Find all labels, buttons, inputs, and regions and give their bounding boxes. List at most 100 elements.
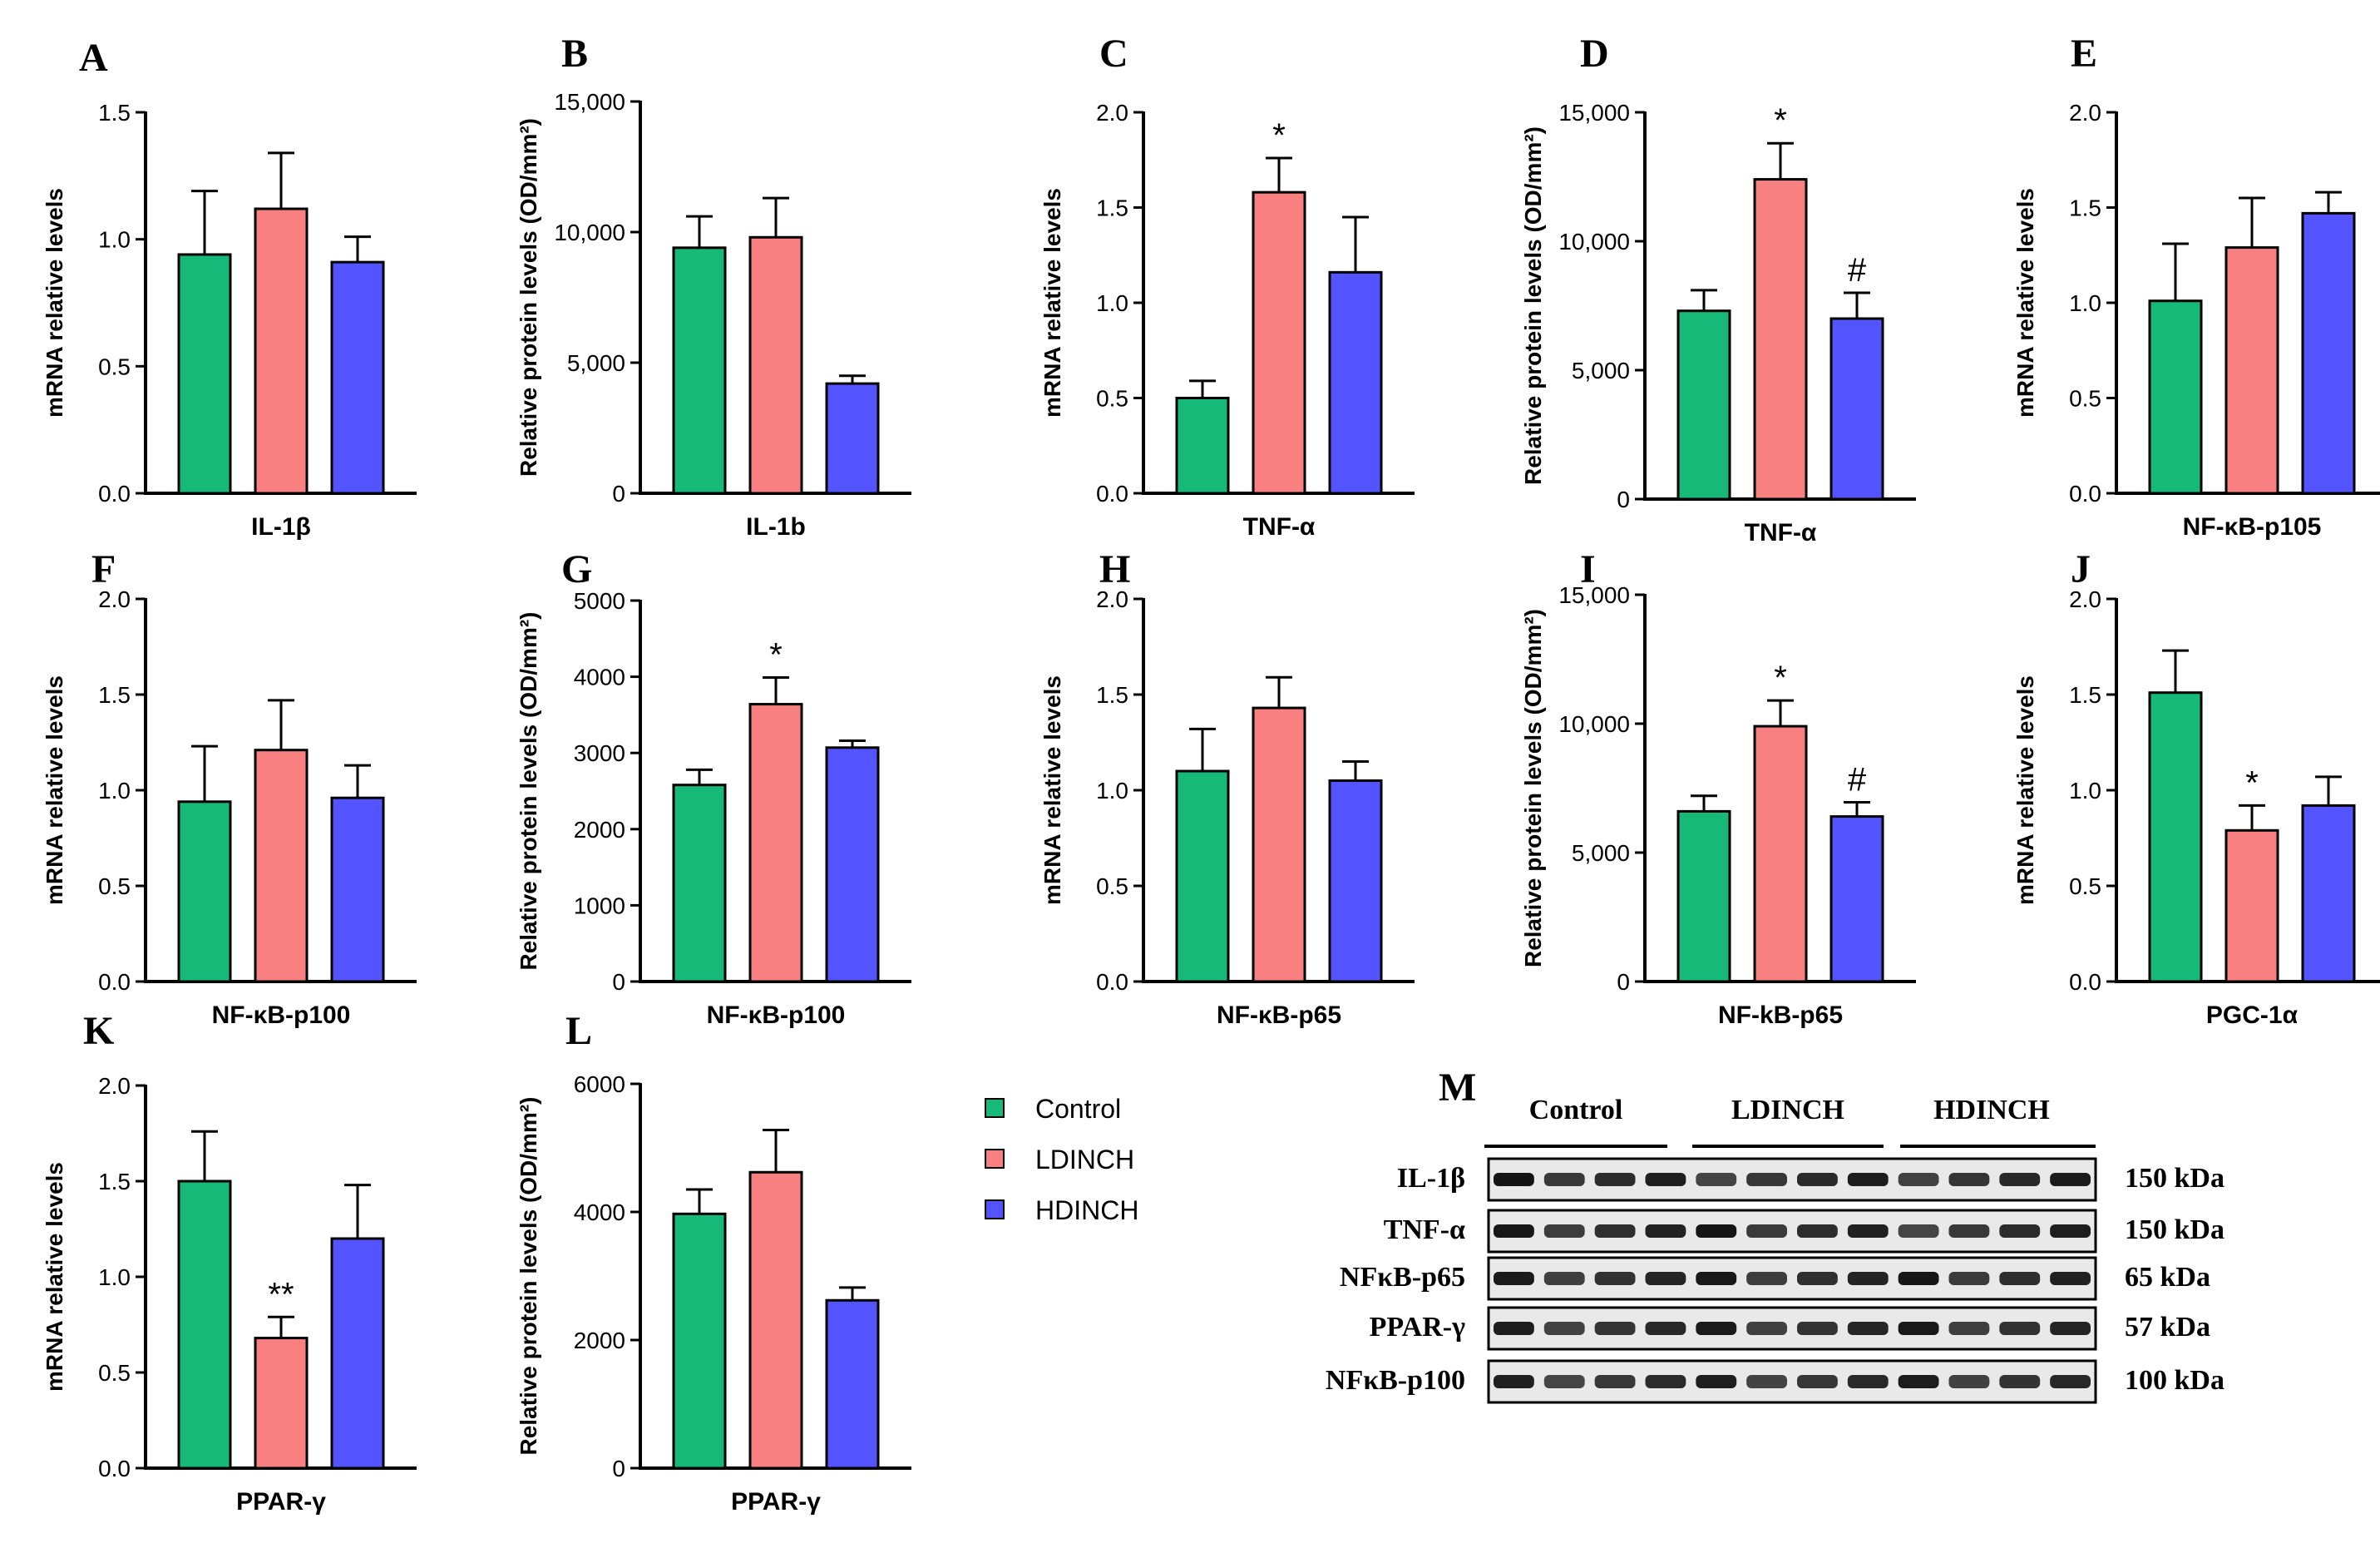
y-tick-label-c: 0.0 xyxy=(1096,481,1128,507)
bar-hdinch-j xyxy=(2301,804,2356,983)
y-tick-label-i: 5,000 xyxy=(1572,840,1630,866)
wb-band xyxy=(1594,1322,1636,1335)
y-tick-label-c: 1.0 xyxy=(1096,290,1128,316)
x-axis-label-f: NF-κB-p100 xyxy=(212,1001,351,1029)
bar-hdinch-k xyxy=(330,1237,385,1470)
bar-control-e xyxy=(2148,299,2203,495)
bar-ldinch-g xyxy=(748,703,803,983)
panel-letter-l: L xyxy=(565,1009,592,1053)
wb-band xyxy=(1746,1272,1787,1285)
panel-letter-f: F xyxy=(91,547,116,591)
y-tick-label-d: 0 xyxy=(1617,487,1630,512)
wb-band xyxy=(1797,1224,1838,1238)
y-axis-label-l: Relative protein levels (OD/mm²) xyxy=(516,1096,541,1455)
bar-control-d xyxy=(1676,309,1731,501)
wb-band xyxy=(1594,1173,1636,1186)
y-tick-label-l: 4000 xyxy=(574,1199,625,1225)
chart-panel-a: A 0.0 0.5 1.0 1.5 mRNA relative levels IL-1β xyxy=(42,36,417,541)
panel-letter-a: A xyxy=(79,36,108,80)
y-tick-label-h: 0.0 xyxy=(1096,969,1128,995)
legend-swatch-ldinch xyxy=(985,1149,1005,1169)
wb-row-label: PPAR-γ xyxy=(1370,1312,1465,1343)
legend-item-hdinch: HDINCH xyxy=(985,1195,1138,1225)
wb-row-kda: 65 kDa xyxy=(2125,1262,2210,1293)
bar-hdinch-g xyxy=(825,746,880,983)
wb-band xyxy=(1696,1173,1737,1186)
bar-control-a xyxy=(177,253,232,495)
chart-panel-c: C 0.0 0.5 1.0 1.5 2.0 mRNA relative levels TNF-… xyxy=(1039,32,1415,541)
y-tick-label-g: 2000 xyxy=(574,817,625,843)
chart-panel-d: D 0 5,000 10,000 15,000 Relative protein leve… xyxy=(1520,32,1916,546)
y-tick-label-j: 1.5 xyxy=(2069,682,2101,708)
panel-letter-e: E xyxy=(2071,32,2097,76)
bar-ldinch-l xyxy=(748,1170,803,1470)
wb-row-4: NFκB-p100 100 kDa xyxy=(1326,1359,2224,1404)
wb-band xyxy=(1543,1173,1585,1186)
wb-row-kda: 150 kDa xyxy=(2125,1214,2224,1245)
significance-ldinch-j: * xyxy=(2245,764,2259,801)
significance-ldinch-g: * xyxy=(769,637,783,674)
bar-ldinch-b xyxy=(748,235,803,495)
wb-strip xyxy=(1487,1209,2097,1254)
significance-ldinch-c: * xyxy=(1272,117,1286,154)
chart-panel-i: I 0 5,000 10,000 15,000 Relative protein leve… xyxy=(1520,547,1916,1029)
y-tick-label-a: 1.5 xyxy=(98,100,131,126)
x-axis-label-k: PPAR-γ xyxy=(236,1488,326,1516)
wb-strip xyxy=(1487,1306,2097,1351)
wb-row-kda: 57 kDa xyxy=(2125,1312,2210,1343)
y-tick-label-k: 0.0 xyxy=(98,1456,131,1481)
y-tick-label-a: 0.5 xyxy=(98,354,131,379)
y-tick-label-d: 15,000 xyxy=(1558,100,1630,126)
y-tick-label-f: 2.0 xyxy=(98,586,131,612)
y-tick-label-g: 0 xyxy=(612,969,625,995)
bar-ldinch-c xyxy=(1252,190,1306,495)
x-axis-label-l: PPAR-γ xyxy=(731,1488,821,1516)
y-tick-label-g: 1000 xyxy=(574,893,625,918)
bar-hdinch-c xyxy=(1328,270,1383,495)
x-axis-label-e: NF-κB-p105 xyxy=(2183,513,2322,541)
bar-control-c xyxy=(1175,397,1230,495)
y-tick-label-f: 1.0 xyxy=(98,778,131,804)
wb-band xyxy=(1696,1224,1737,1238)
y-tick-label-i: 0 xyxy=(1617,969,1630,995)
significance-ldinch-i: * xyxy=(1774,660,1787,696)
bar-ldinch-h xyxy=(1252,706,1306,983)
y-tick-label-f: 1.5 xyxy=(98,682,131,708)
panel-letter-c: C xyxy=(1099,32,1128,76)
y-tick-label-h: 2.0 xyxy=(1096,586,1128,612)
y-tick-label-a: 1.0 xyxy=(98,227,131,253)
y-tick-label-g: 5000 xyxy=(574,588,625,614)
y-axis-label-j: mRNA relative levels xyxy=(2012,675,2038,905)
wb-band xyxy=(1645,1375,1686,1388)
bar-control-i xyxy=(1676,809,1731,983)
wb-rows: IL-1β 150 kDa TNF-α 150 kDa NFκB-p65 65 kDa PP… xyxy=(1326,1157,2224,1404)
wb-row-label: NFκB-p65 xyxy=(1340,1262,1465,1293)
chart-panel-h: H 0.0 0.5 1.0 1.5 2.0 mRNA relative levels NF-κ… xyxy=(1039,547,1415,1029)
wb-band xyxy=(1645,1272,1686,1285)
wb-band xyxy=(1594,1375,1636,1388)
wb-row-label: IL-1β xyxy=(1397,1163,1465,1194)
panel-letter-k: K xyxy=(83,1009,114,1053)
wb-band xyxy=(1494,1322,1534,1335)
y-tick-label-i: 10,000 xyxy=(1558,711,1630,737)
wb-band xyxy=(1797,1272,1838,1285)
wb-row-kda: 150 kDa xyxy=(2125,1163,2224,1194)
wb-band xyxy=(1543,1272,1585,1285)
y-axis-label-f: mRNA relative levels xyxy=(42,675,67,905)
wb-band xyxy=(2050,1322,2091,1335)
bar-ldinch-a xyxy=(254,207,309,495)
legend: Control LDINCH HDINCH xyxy=(985,1094,1138,1225)
bar-ldinch-e xyxy=(2224,246,2279,495)
bar-hdinch-e xyxy=(2301,211,2356,495)
bar-hdinch-b xyxy=(825,382,880,495)
wb-band xyxy=(1948,1173,1990,1186)
x-axis-label-i: NF-kB-p65 xyxy=(1718,1001,1843,1029)
bar-control-h xyxy=(1175,769,1230,983)
significance-ldinch-d: * xyxy=(1774,102,1787,139)
wb-band xyxy=(2050,1272,2091,1285)
wb-band xyxy=(1746,1322,1787,1335)
wb-group-hdinch: HDINCH xyxy=(1933,1095,2050,1125)
y-axis-label-d: Relative protein levels (OD/mm²) xyxy=(1520,126,1546,485)
western-blot-panel: M Control LDINCH HDINCH IL-1β 150 kDaTNF-… xyxy=(1326,1066,2224,1404)
